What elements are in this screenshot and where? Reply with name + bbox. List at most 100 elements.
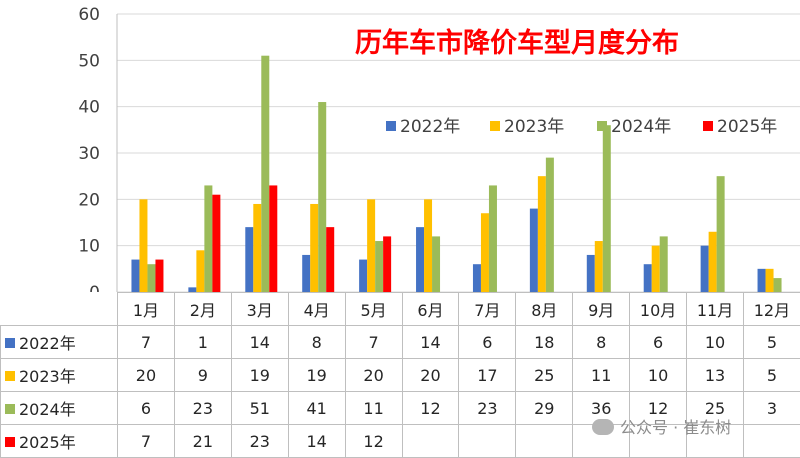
category-label: 11月 bbox=[686, 292, 744, 326]
bar-2022年-10月 bbox=[643, 264, 652, 292]
series-swatch bbox=[5, 371, 15, 381]
table-cell: 14 bbox=[401, 325, 460, 359]
bar-2023年-10月 bbox=[651, 245, 660, 292]
bar-2023年-1月 bbox=[139, 199, 148, 292]
table-cell bbox=[458, 424, 517, 458]
bar-2024年-4月 bbox=[318, 102, 327, 292]
legend-swatch bbox=[386, 121, 396, 131]
table-cell: 19 bbox=[230, 358, 289, 392]
table-cell: 20 bbox=[344, 358, 403, 392]
gridlines bbox=[116, 13, 800, 292]
table-cell: 20 bbox=[401, 358, 460, 392]
table-cell: 51 bbox=[230, 391, 289, 425]
bar-2022年-8月 bbox=[529, 208, 538, 292]
table-cell: 10 bbox=[629, 358, 688, 392]
y-tick-label: 40 bbox=[78, 98, 100, 118]
table-cell: 12 bbox=[629, 391, 688, 425]
bar-2023年-3月 bbox=[253, 203, 262, 292]
table-cell bbox=[686, 424, 744, 458]
table-cell: 6 bbox=[458, 325, 517, 359]
bar-2022年-7月 bbox=[472, 264, 481, 292]
bar-2024年-7月 bbox=[488, 185, 497, 292]
table-cell: 5 bbox=[742, 358, 800, 392]
table-cell: 9 bbox=[173, 358, 232, 392]
bar-2024年-12月 bbox=[773, 278, 782, 292]
table-cell: 20 bbox=[117, 358, 175, 392]
table-row: 2023年 20 9 19 19 20 20 17 25 11 10 13 5 bbox=[0, 358, 800, 392]
bar-2022年-5月 bbox=[359, 259, 368, 292]
bar-2025年-3月 bbox=[269, 185, 278, 292]
y-tick-label: 0 bbox=[89, 283, 100, 292]
table-cell: 7 bbox=[117, 325, 175, 359]
table-cell bbox=[515, 424, 574, 458]
table-cell: 19 bbox=[287, 358, 346, 392]
table-cell: 29 bbox=[515, 391, 574, 425]
bar-2022年-2月 bbox=[188, 287, 197, 292]
bar-2024年-8月 bbox=[545, 157, 554, 292]
bar-2023年-12月 bbox=[765, 268, 774, 292]
table-cell: 12 bbox=[344, 424, 403, 458]
bar-2024年-2月 bbox=[204, 185, 213, 292]
table-cell: 23 bbox=[230, 424, 289, 458]
table-cell: 7 bbox=[117, 424, 175, 458]
table-corner bbox=[0, 292, 118, 326]
bar-2023年-4月 bbox=[310, 203, 319, 292]
watermark-text: 公众号 · 崔东树 bbox=[620, 418, 732, 437]
bar-2025年-2月 bbox=[212, 194, 221, 292]
table-cell: 23 bbox=[173, 391, 232, 425]
table-cell: 14 bbox=[230, 325, 289, 359]
series-label: 2025年 bbox=[0, 424, 118, 458]
bar-2022年-12月 bbox=[757, 268, 766, 292]
table-cell: 25 bbox=[686, 391, 744, 425]
chart-title: 历年车市降价车型月度分布 bbox=[355, 27, 679, 59]
bar-2024年-6月 bbox=[432, 236, 441, 292]
bar-2023年-5月 bbox=[367, 199, 376, 292]
table-cell: 6 bbox=[629, 325, 688, 359]
legend-label: 2022年 bbox=[400, 117, 460, 137]
y-tick-label: 20 bbox=[78, 190, 100, 210]
bar-2023年-8月 bbox=[537, 176, 546, 292]
table-cell: 5 bbox=[742, 325, 800, 359]
table-cell: 21 bbox=[173, 424, 232, 458]
wechat-icon bbox=[592, 419, 614, 435]
bar-2024年-11月 bbox=[716, 176, 725, 292]
y-tick-label: 50 bbox=[78, 51, 100, 71]
bar-2025年-5月 bbox=[383, 236, 392, 292]
category-label: 10月 bbox=[629, 292, 688, 326]
y-tick-label: 10 bbox=[78, 237, 100, 257]
series-label: 2024年 bbox=[0, 391, 118, 425]
category-label: 3月 bbox=[230, 292, 289, 326]
table-row: 2022年 7 1 14 8 7 14 6 18 8 6 10 5 bbox=[0, 325, 800, 359]
legend-label: 2024年 bbox=[611, 117, 671, 137]
bar-2022年-9月 bbox=[586, 254, 595, 292]
bar-2022年-1月 bbox=[131, 259, 140, 292]
table-cell: 41 bbox=[287, 391, 346, 425]
y-tick-label: 30 bbox=[78, 144, 100, 164]
bar-2024年-9月 bbox=[602, 125, 611, 292]
y-tick-label: 60 bbox=[78, 5, 100, 25]
bar-2022年-4月 bbox=[302, 254, 311, 292]
bar-2024年-5月 bbox=[375, 241, 384, 292]
category-label: 5月 bbox=[344, 292, 403, 326]
legend-swatch bbox=[490, 121, 500, 131]
legend: 2022年 2023年 2024年 2025年 bbox=[386, 117, 777, 137]
y-axis-ticks: 0 10 20 30 40 50 60 bbox=[78, 5, 100, 292]
table-cell: 1 bbox=[173, 325, 232, 359]
bar-2023年-7月 bbox=[480, 213, 489, 292]
table-cell: 8 bbox=[287, 325, 346, 359]
bar-2024年-1月 bbox=[147, 264, 156, 292]
series-name: 2023年 bbox=[19, 367, 76, 386]
series-name: 2025年 bbox=[19, 433, 76, 452]
bar-2024年-10月 bbox=[659, 236, 668, 292]
table-cell: 3 bbox=[742, 391, 800, 425]
bar-2022年-11月 bbox=[700, 245, 709, 292]
data-table: 1月 2月 3月 4月 5月 6月 7月 8月 9月 10月 11月 12月 2022年 7 1 14 8 7 14… bbox=[0, 292, 800, 458]
bar-2023年-6月 bbox=[424, 199, 433, 292]
series-name: 2024年 bbox=[19, 400, 76, 419]
bar-2023年-11月 bbox=[708, 231, 717, 292]
table-cell bbox=[401, 424, 460, 458]
bar-2025年-1月 bbox=[155, 259, 164, 292]
table-cell: 6 bbox=[117, 391, 175, 425]
table-cell: 11 bbox=[344, 391, 403, 425]
table-cell: 14 bbox=[287, 424, 346, 458]
